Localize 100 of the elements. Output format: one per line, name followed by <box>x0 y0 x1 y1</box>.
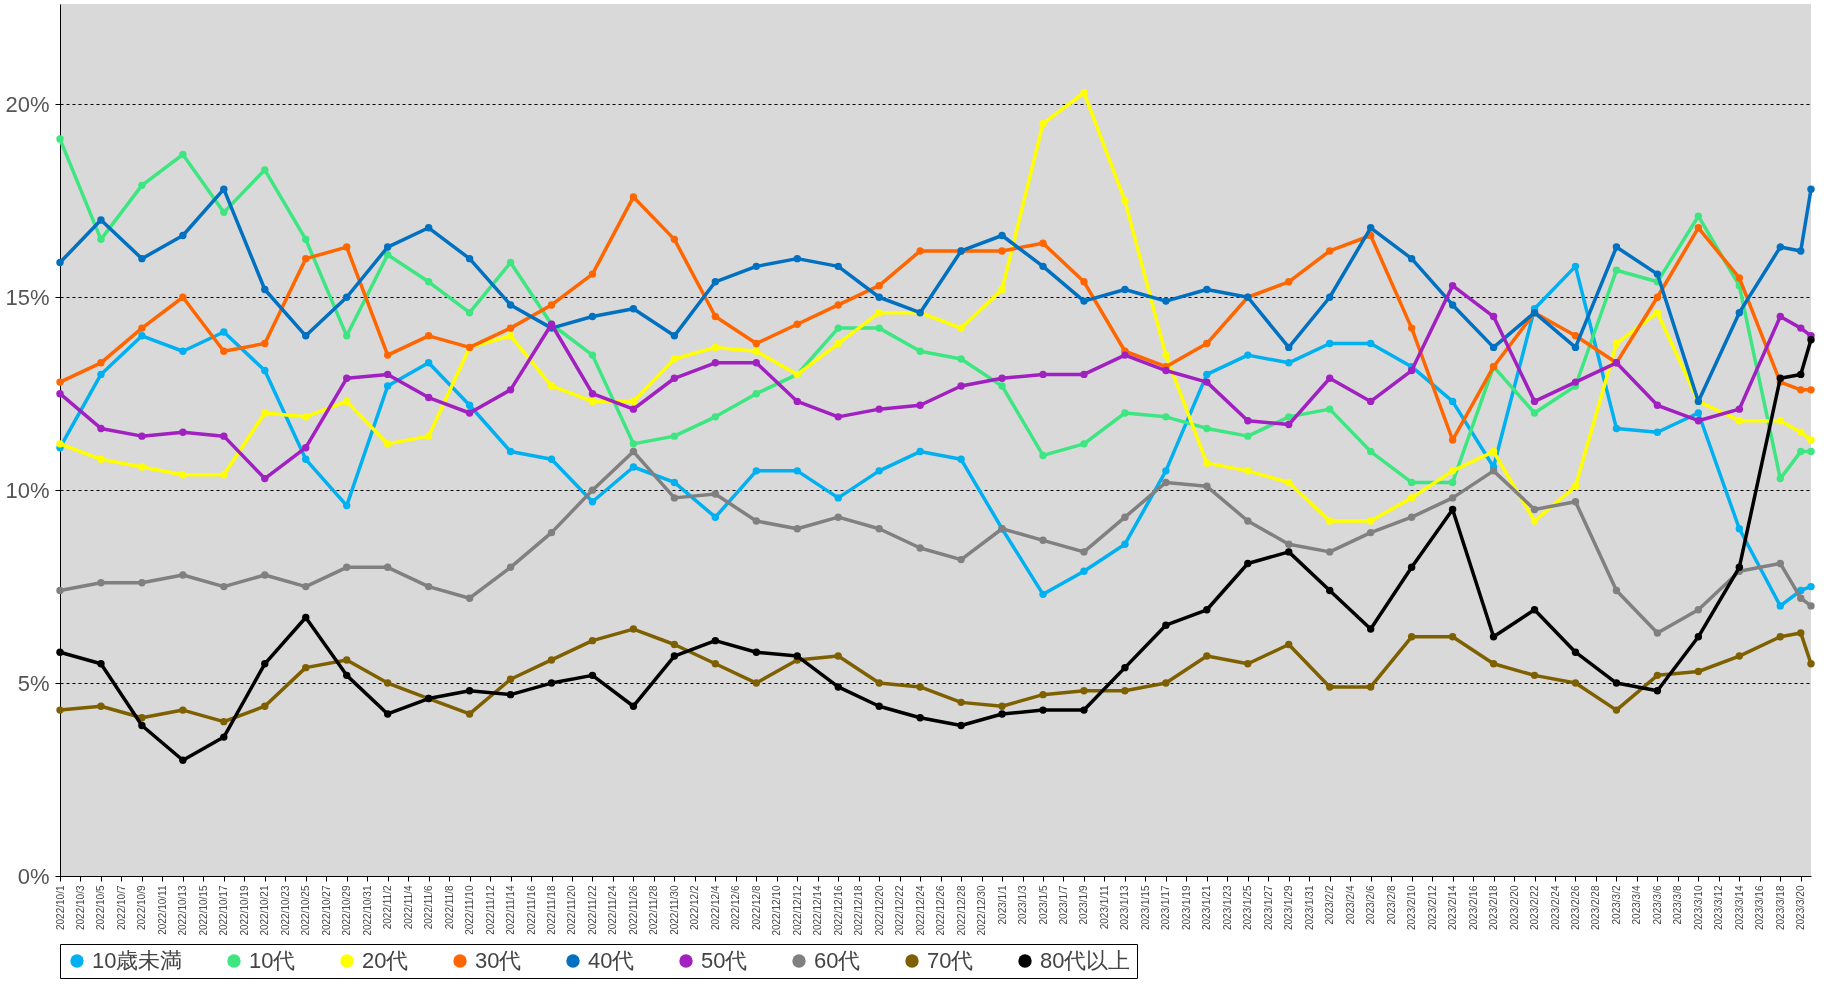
point <box>1203 606 1211 614</box>
point <box>1653 293 1662 301</box>
point <box>179 231 187 240</box>
point <box>1162 621 1170 629</box>
point <box>1366 625 1375 633</box>
point <box>998 382 1006 390</box>
x-tick-label: 2022/12/20 <box>873 885 885 936</box>
point <box>56 390 64 398</box>
point <box>1121 687 1129 695</box>
point <box>1448 467 1457 475</box>
point <box>1571 679 1580 687</box>
point <box>834 262 842 271</box>
x-tick-label: 2022/10/19 <box>238 885 250 936</box>
point <box>138 579 146 587</box>
point <box>1366 528 1375 537</box>
point <box>998 231 1006 240</box>
point <box>1039 239 1047 247</box>
point <box>1735 652 1744 660</box>
point <box>179 756 187 764</box>
point <box>97 370 105 379</box>
point <box>875 405 883 413</box>
point <box>1121 409 1129 417</box>
point <box>138 254 146 263</box>
point <box>916 714 924 722</box>
x-tick-label: 2022/10/3 <box>74 885 86 930</box>
x-tick-label: 2023/2/6 <box>1365 885 1377 925</box>
point <box>711 278 720 286</box>
point <box>547 656 556 664</box>
x-tick-label: 2022/10/29 <box>341 885 353 936</box>
point <box>1530 409 1539 417</box>
point <box>793 467 801 475</box>
point <box>1530 505 1539 514</box>
point <box>424 224 433 232</box>
point <box>1694 212 1703 220</box>
point <box>1807 335 1815 344</box>
point <box>711 413 720 421</box>
x-tick-label: 2022/12/4 <box>709 885 721 930</box>
point <box>752 390 761 398</box>
point <box>261 285 269 294</box>
point <box>957 355 965 363</box>
point <box>1807 386 1815 394</box>
point <box>588 498 597 506</box>
point <box>711 660 720 668</box>
point <box>793 525 801 533</box>
x-tick-label: 2023/3/8 <box>1672 885 1684 925</box>
point <box>302 582 310 591</box>
point <box>97 235 105 244</box>
point <box>1797 247 1805 255</box>
point <box>1776 474 1784 483</box>
x-tick-label: 2023/1/25 <box>1242 885 1254 930</box>
point <box>1407 254 1416 263</box>
point <box>1735 417 1744 425</box>
point <box>424 278 433 286</box>
point <box>957 455 965 463</box>
point <box>1039 690 1047 699</box>
x-tick-label: 2022/11/2 <box>382 885 394 930</box>
point <box>1807 447 1815 456</box>
point <box>998 710 1006 718</box>
point <box>465 594 474 602</box>
point <box>1366 339 1375 348</box>
point <box>424 332 433 340</box>
point <box>793 652 801 660</box>
x-tick-label: 2023/1/29 <box>1283 885 1295 930</box>
legend-label: 30代 <box>475 948 522 973</box>
point <box>1530 517 1539 525</box>
point <box>629 463 638 471</box>
point <box>302 235 310 244</box>
point <box>1530 671 1539 680</box>
point <box>1285 478 1293 487</box>
point <box>1121 351 1129 359</box>
legend-label: 10歳未満 <box>92 948 183 973</box>
x-tick-label: 2022/11/30 <box>668 885 680 935</box>
point <box>302 444 310 452</box>
point <box>1244 517 1252 525</box>
point <box>547 455 556 463</box>
x-tick-label: 2022/12/2 <box>689 885 701 930</box>
point <box>343 656 351 664</box>
point <box>220 582 228 591</box>
point <box>547 382 556 390</box>
x-tick-label: 2023/2/22 <box>1529 885 1541 930</box>
point <box>1735 563 1744 572</box>
point <box>1285 540 1293 548</box>
point <box>752 359 761 367</box>
x-tick-label: 2023/1/15 <box>1139 885 1151 930</box>
point <box>1571 498 1580 506</box>
point <box>302 413 310 421</box>
point <box>1797 324 1805 332</box>
point <box>1203 482 1211 490</box>
x-tick-label: 2023/1/7 <box>1058 885 1069 925</box>
point <box>1203 370 1211 379</box>
x-tick-label: 2022/12/30 <box>976 885 988 936</box>
point <box>220 185 228 193</box>
x-tick-label: 2023/2/18 <box>1488 885 1500 930</box>
point <box>220 328 228 336</box>
point <box>220 471 228 479</box>
x-tick-label: 2022/11/22 <box>586 885 598 935</box>
point <box>465 710 474 718</box>
point <box>1080 89 1088 97</box>
point <box>793 320 801 328</box>
point <box>383 251 392 259</box>
